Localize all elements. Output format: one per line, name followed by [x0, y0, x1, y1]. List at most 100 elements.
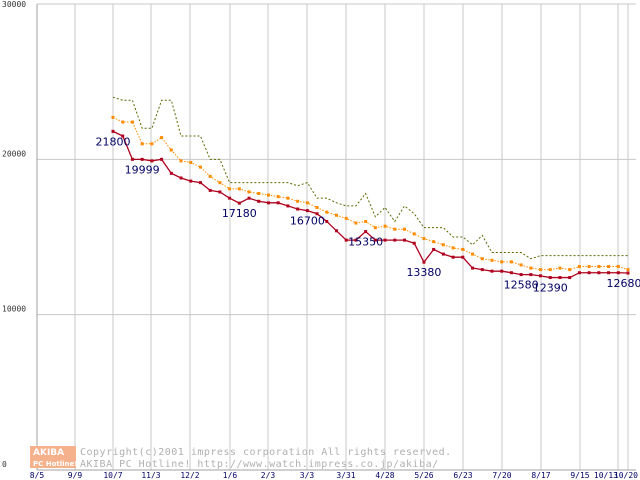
series-line-max: [112, 96, 628, 260]
data-point-average: [286, 196, 290, 200]
data-point-average: [344, 216, 348, 220]
y-axis-ticks: 0 10000 20000 30000: [2, 0, 26, 469]
data-point-average: [373, 226, 377, 230]
data-annotations: 21800 19999 17180 16700 15350 13380 1258012390…: [96, 135, 640, 294]
data-point-average: [179, 159, 183, 163]
data-point-min: [179, 176, 183, 180]
data-point-average: [198, 165, 202, 169]
x-tick-label: 5/26: [414, 471, 433, 480]
logo-top-text: AKIBA: [33, 448, 64, 458]
x-tick-label: 8/5: [30, 471, 45, 480]
data-point-min: [111, 129, 115, 133]
y-tick-label: 30000: [2, 0, 26, 9]
data-point-min: [393, 238, 397, 242]
data-point-min: [150, 159, 154, 163]
akiba-logo-bg: [30, 446, 76, 468]
data-point-average: [111, 115, 115, 119]
data-point-average: [422, 237, 426, 241]
data-point-min: [519, 273, 523, 277]
data-point-average: [354, 221, 358, 225]
logo-bottom-text: PC Hotline!: [33, 460, 77, 468]
data-point-min: [325, 219, 329, 223]
data-point-average: [461, 247, 465, 251]
y-tick-label: 0: [2, 460, 7, 469]
data-point-min: [228, 196, 232, 200]
data-label: 12390: [533, 282, 568, 295]
x-tick-label: 12/2: [180, 471, 199, 480]
data-point-average: [393, 227, 397, 231]
x-tick-label: 1/6: [223, 471, 238, 480]
x-tick-label: 10/20: [614, 471, 638, 480]
data-point-min: [461, 255, 465, 259]
data-point-average: [130, 120, 134, 124]
data-point-min: [422, 260, 426, 264]
x-tick-label: 4/28: [375, 471, 394, 480]
data-point-min: [354, 238, 358, 242]
data-point-min: [480, 268, 484, 272]
data-point-average: [441, 243, 445, 247]
data-point-min: [373, 238, 377, 242]
data-point-average: [403, 227, 407, 231]
x-tick-label: 10/7: [103, 471, 122, 480]
data-point-average: [607, 265, 611, 269]
data-point-min: [130, 157, 134, 161]
site-url-line: AKIBA PC Hotline! http://www.watch.impre…: [80, 459, 439, 470]
data-point-average: [432, 240, 436, 244]
data-point-average: [597, 265, 601, 269]
copyright-line: Copyright(c)2001 impress corporation All…: [80, 447, 452, 458]
data-point-min: [169, 171, 173, 175]
data-point-min: [597, 271, 601, 275]
x-tick-label: 11/3: [141, 471, 160, 480]
data-point-average: [296, 199, 300, 203]
data-point-average: [490, 258, 494, 262]
data-point-average: [257, 192, 261, 196]
data-point-min: [539, 274, 543, 278]
data-point-average: [480, 257, 484, 261]
data-point-min: [198, 181, 202, 185]
data-point-min: [626, 271, 630, 275]
data-point-average: [169, 148, 173, 152]
copyright-watermark: AKIBA PC Hotline! Copyright(c)2001 impre…: [30, 446, 452, 470]
data-point-min: [490, 269, 494, 273]
data-point-min: [296, 207, 300, 211]
data-point-average: [568, 268, 572, 272]
data-point-min: [315, 212, 319, 216]
data-point-average: [325, 210, 329, 214]
data-point-average: [218, 181, 222, 185]
data-point-average: [160, 136, 164, 140]
data-label: 15350: [348, 236, 383, 249]
data-point-min: [500, 269, 504, 273]
data-point-min: [208, 188, 212, 192]
data-point-average: [626, 268, 630, 272]
data-point-min: [334, 229, 338, 233]
data-point-min: [257, 199, 261, 203]
data-point-min: [344, 238, 348, 242]
data-point-min: [441, 252, 445, 256]
data-point-average: [509, 260, 513, 264]
data-point-average: [519, 263, 523, 267]
data-point-min: [189, 179, 193, 183]
data-point-average: [121, 120, 125, 124]
data-point-min: [432, 247, 436, 251]
x-tick-label: 9/9: [68, 471, 83, 480]
data-point-min: [451, 255, 455, 259]
data-point-average: [529, 266, 533, 270]
data-point-average: [189, 160, 193, 164]
data-point-average: [364, 219, 368, 223]
data-point-min: [607, 271, 611, 275]
data-point-min: [364, 230, 368, 234]
data-point-average: [558, 266, 562, 270]
data-label: 13380: [406, 266, 441, 279]
x-tick-label: 8/17: [531, 471, 550, 480]
y-tick-label: 10000: [2, 305, 26, 314]
data-point-average: [383, 224, 387, 228]
data-point-min: [412, 241, 416, 245]
data-point-min: [286, 204, 290, 208]
data-point-min: [471, 266, 475, 270]
data-point-average: [500, 260, 504, 264]
data-label: 21800: [96, 135, 131, 148]
data-point-min: [509, 271, 513, 275]
data-point-average: [208, 174, 212, 178]
x-tick-label: 7/20: [492, 471, 511, 480]
